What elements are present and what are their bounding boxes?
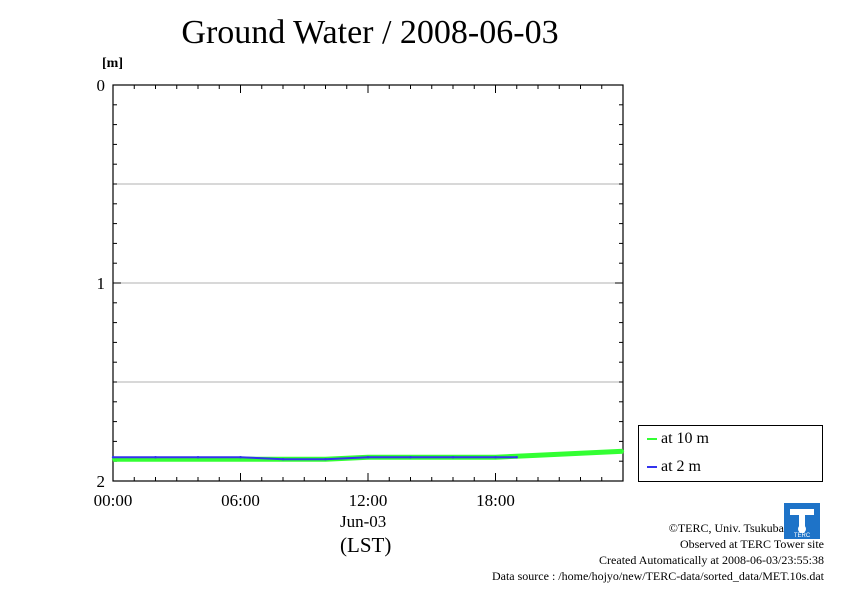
data-point [451,456,455,459]
chart-title: Ground Water / 2008-06-03 [181,14,559,51]
data-point [324,458,327,461]
source-text: Data source : /home/hojyo/new/TERC-data/… [491,569,824,583]
x-timezone-label: (LST) [340,533,392,557]
y-tick-label: 0 [97,76,106,95]
data-point [111,458,115,461]
data-point [196,458,200,461]
data-point [154,456,157,459]
x-date-label: Jun-03 [340,512,387,531]
legend-swatch-2m [647,466,657,468]
x-tick-label: 18:00 [476,491,515,510]
data-point [515,456,518,459]
data-point [409,456,412,459]
legend-swatch-10m [647,438,657,440]
observed-text: Observed at TERC Tower site [679,537,824,551]
x-tick-label: 00:00 [94,491,133,510]
data-point [579,452,582,455]
data-point [366,456,370,459]
terc-logo: TERC [784,503,820,539]
legend-label-2m: at 2 m [661,458,701,475]
legend-item-10m: at 10 m [647,430,709,448]
x-tick-label: 06:00 [221,491,260,510]
created-text: Created Automatically at 2008-06-03/23:5… [599,553,824,567]
data-point [154,458,157,461]
data-point [281,458,285,461]
legend-item-2m: at 2 m [647,458,701,476]
data-point [494,456,497,459]
data-point [536,454,540,457]
y-tick-label: 1 [97,274,106,293]
logo-text: TERC [794,533,811,539]
credits-block: ©TERC, Univ. Tsukuba Observed at TERC To… [492,520,824,584]
data-point [196,456,200,459]
y-tick-label: 2 [97,472,106,491]
y-unit-label: [m] [102,56,123,71]
data-point [621,450,625,453]
copyright-text: ©TERC, Univ. Tsukuba [668,521,784,535]
legend: at 10 m at 2 m [638,425,823,482]
x-tick-label: 12:00 [349,491,388,510]
data-point [239,458,242,461]
data-point [111,456,115,459]
legend-label-10m: at 10 m [661,430,709,447]
data-point [239,456,242,459]
